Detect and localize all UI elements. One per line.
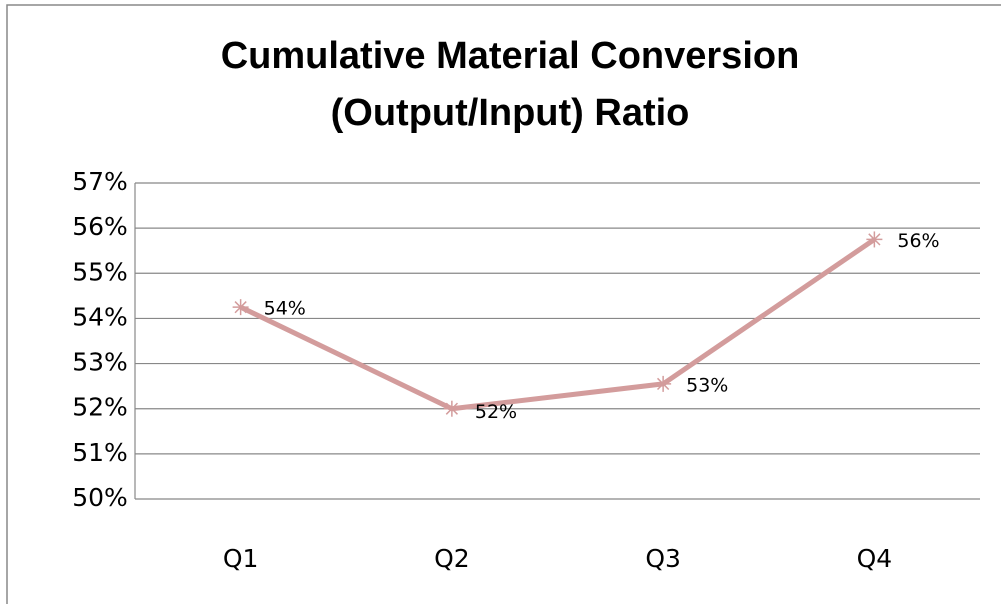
marker-stroke bbox=[868, 233, 881, 246]
y-tick-label: 54% bbox=[72, 302, 128, 331]
y-tick-label: 53% bbox=[72, 348, 128, 377]
data-label: 54% bbox=[264, 298, 306, 320]
data-label: 52% bbox=[475, 401, 517, 423]
data-label: 53% bbox=[686, 374, 728, 396]
y-tick-label: 52% bbox=[72, 393, 128, 422]
y-tick-label: 56% bbox=[72, 212, 128, 241]
x-tick-label: Q4 bbox=[857, 544, 893, 573]
x-tick-label: Q2 bbox=[434, 544, 470, 573]
marker-stroke bbox=[445, 402, 459, 415]
data-label: 56% bbox=[897, 230, 939, 252]
y-tick-label: 51% bbox=[72, 438, 128, 467]
point-marker bbox=[866, 231, 883, 248]
chart-title: Cumulative Material Conversion bbox=[221, 35, 800, 77]
point-marker bbox=[655, 375, 672, 392]
marker-stroke bbox=[234, 301, 247, 314]
y-tick-label: 50% bbox=[72, 483, 128, 512]
point-marker bbox=[232, 299, 249, 316]
marker-stroke bbox=[656, 377, 670, 391]
series-line bbox=[239, 237, 876, 412]
y-tick-label: 57% bbox=[72, 167, 128, 196]
chart-title: (Output/Input) Ratio bbox=[331, 92, 690, 134]
chart-border bbox=[6, 4, 1001, 604]
y-tick-label: 55% bbox=[72, 257, 128, 286]
point-marker bbox=[443, 400, 460, 417]
x-tick-label: Q3 bbox=[645, 544, 681, 573]
x-tick-label: Q1 bbox=[223, 544, 259, 573]
